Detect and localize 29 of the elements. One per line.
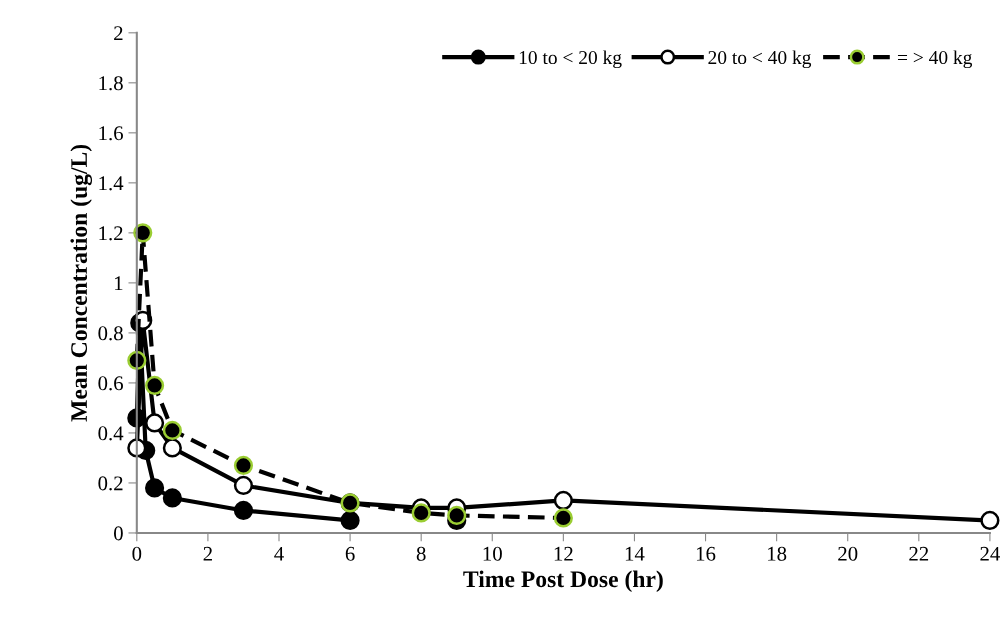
y-tick-label: 1.8 bbox=[99, 76, 123, 91]
x-tick-label: 24 bbox=[980, 546, 1000, 561]
x-tick-label: 6 bbox=[345, 546, 355, 561]
y-tick-label: 0 bbox=[114, 526, 123, 541]
y-tick-label: 0.2 bbox=[98, 476, 123, 491]
x-tick-label: 20 bbox=[838, 546, 858, 561]
y-tick-label: 0.6 bbox=[98, 376, 123, 391]
x-tick-label: 0 bbox=[132, 546, 142, 561]
y-axis-title: Mean Concentration (ug/L) bbox=[70, 144, 93, 422]
legend-label: 20 to < 40 kg bbox=[708, 50, 812, 69]
y-tick-label: 1.6 bbox=[99, 126, 123, 141]
x-tick-label: 2 bbox=[203, 546, 212, 561]
x-tick-label: 14 bbox=[625, 546, 645, 561]
y-tick-label: 0.4 bbox=[98, 426, 124, 441]
y-tick-label: 1.2 bbox=[99, 226, 123, 241]
x-tick-label: 8 bbox=[416, 546, 426, 561]
x-axis-title: Time Post Dose (hr) bbox=[463, 570, 663, 593]
legend-label: = > 40 kg bbox=[897, 50, 973, 69]
y-tick-label: 1 bbox=[115, 276, 123, 291]
x-tick-label: 10 bbox=[483, 546, 502, 561]
x-tick-label: 4 bbox=[274, 546, 284, 561]
legend-label: 10 to < 20 kg bbox=[519, 50, 622, 69]
y-tick-label: 0.8 bbox=[98, 326, 123, 341]
x-tick-label: 16 bbox=[696, 546, 716, 561]
x-tick-label: 18 bbox=[768, 546, 787, 561]
x-tick-label: 12 bbox=[554, 546, 573, 561]
x-tick-label: 22 bbox=[909, 546, 929, 561]
y-tick-label: 2 bbox=[114, 26, 123, 41]
y-tick-label: 1.4 bbox=[99, 176, 124, 191]
